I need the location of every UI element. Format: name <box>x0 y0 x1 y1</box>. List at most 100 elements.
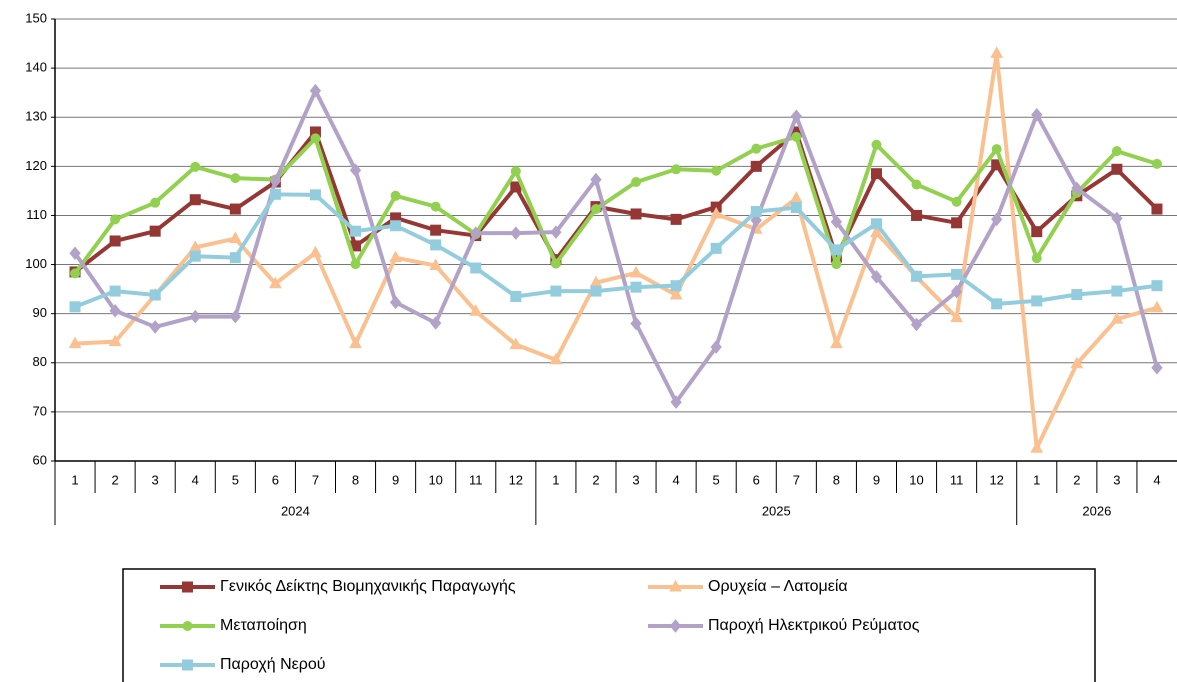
marker <box>630 316 642 331</box>
year-label: 2024 <box>281 503 310 518</box>
marker <box>309 245 322 258</box>
marker <box>950 284 963 299</box>
marker <box>1150 300 1164 313</box>
legend-marker <box>182 581 193 593</box>
legend-marker <box>182 659 193 671</box>
marker <box>671 164 682 175</box>
marker <box>470 262 482 274</box>
x-tick-label: 11 <box>469 472 483 487</box>
marker <box>509 337 523 350</box>
year-label: 2026 <box>1082 503 1111 518</box>
y-tick-label: 80 <box>33 354 47 369</box>
x-tick-label: 1 <box>1033 472 1040 487</box>
marker <box>230 173 241 184</box>
marker <box>549 352 563 365</box>
marker <box>269 188 281 200</box>
y-tick-label: 140 <box>25 60 47 75</box>
marker <box>670 280 682 292</box>
marker <box>309 83 322 98</box>
marker <box>710 242 722 254</box>
legend-marker <box>182 621 193 631</box>
marker <box>429 258 443 271</box>
marker <box>831 259 842 270</box>
y-tick-label: 90 <box>33 305 47 320</box>
x-tick-label: 12 <box>989 472 1003 487</box>
marker <box>109 235 121 247</box>
marker <box>870 218 882 230</box>
x-tick-label: 6 <box>753 472 760 487</box>
x-tick-label: 3 <box>152 472 159 487</box>
legend-marker <box>669 579 682 592</box>
marker <box>1151 158 1162 169</box>
x-tick-label: 10 <box>909 472 923 487</box>
marker <box>1151 203 1163 215</box>
y-tick-label: 150 <box>25 10 47 25</box>
marker <box>69 301 81 313</box>
marker <box>631 177 642 188</box>
x-tick-label: 2 <box>111 472 118 487</box>
marker <box>349 336 362 349</box>
marker <box>711 165 722 176</box>
x-tick-label: 5 <box>232 472 239 487</box>
y-tick-label: 60 <box>33 452 47 467</box>
y-tick-label: 110 <box>26 207 47 222</box>
marker <box>510 290 522 302</box>
x-tick-label: 3 <box>1113 472 1120 487</box>
marker <box>309 189 321 201</box>
marker <box>269 276 282 289</box>
y-tick-label: 120 <box>25 158 47 173</box>
legend-label: Γενικός Δείκτης Βιομηχανικής Παραγωγής <box>220 578 516 595</box>
marker <box>350 225 362 237</box>
marker <box>229 252 241 264</box>
x-tick-label: 7 <box>312 472 319 487</box>
marker <box>590 204 601 215</box>
marker <box>951 268 963 280</box>
marker <box>911 179 922 190</box>
marker <box>149 320 161 334</box>
x-tick-label: 6 <box>272 472 279 487</box>
x-tick-label: 8 <box>833 472 840 487</box>
marker <box>1111 146 1122 157</box>
marker <box>189 309 201 324</box>
marker <box>229 309 241 324</box>
marker <box>228 231 242 244</box>
marker <box>389 250 402 263</box>
marker <box>1031 253 1042 264</box>
marker <box>510 226 522 240</box>
series-line <box>73 88 1159 405</box>
x-tick-label: 5 <box>713 472 720 487</box>
marker <box>510 166 521 177</box>
x-tick-label: 9 <box>873 472 880 487</box>
marker <box>470 226 482 240</box>
marker <box>710 340 722 354</box>
marker <box>870 270 883 284</box>
x-tick-label: 11 <box>950 472 964 487</box>
marker <box>750 160 762 172</box>
x-tick-label: 12 <box>509 472 523 487</box>
marker <box>349 163 362 178</box>
marker <box>991 144 1002 155</box>
marker <box>670 395 682 409</box>
x-tick-label: 10 <box>428 472 442 487</box>
marker <box>950 310 963 323</box>
x-tick-label: 7 <box>793 472 800 487</box>
marker <box>550 285 562 297</box>
marker <box>109 303 121 318</box>
marker <box>430 224 442 236</box>
marker <box>110 214 121 225</box>
marker <box>1111 163 1123 175</box>
marker <box>150 197 161 208</box>
y-tick-label: 100 <box>25 256 47 271</box>
marker <box>669 287 683 300</box>
x-tick-label: 2 <box>1073 472 1080 487</box>
marker <box>630 208 642 220</box>
legend-label: Παροχή Νερού <box>220 656 326 673</box>
marker <box>1030 441 1044 453</box>
marker <box>189 194 201 206</box>
marker <box>709 206 723 219</box>
marker <box>550 225 562 239</box>
marker <box>310 133 321 144</box>
marker <box>70 268 81 279</box>
x-tick-label: 9 <box>392 472 399 487</box>
